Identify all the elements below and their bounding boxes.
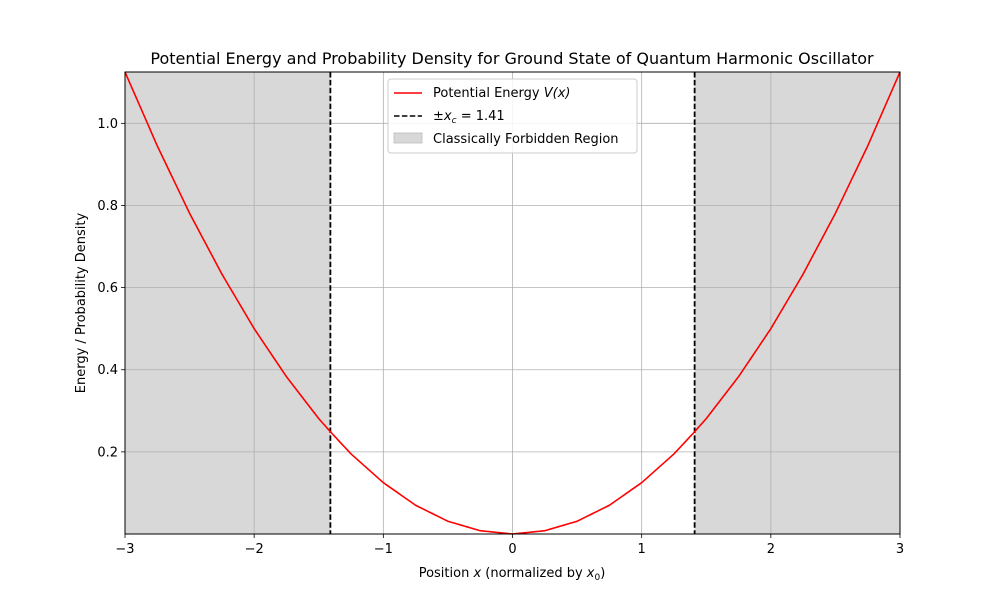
turning-point-lines-layer	[329, 72, 696, 534]
x-tick-label-3: 0	[508, 542, 516, 557]
legend-label-turning-sub: c	[452, 116, 457, 126]
x-axis-label-prefix: Position	[419, 566, 474, 581]
x-axis-label-suffix: )	[600, 566, 605, 581]
y-tick-label-2: 0.6	[97, 281, 118, 296]
x-axis-label: Position x (normalized by x0)	[419, 566, 606, 583]
y-axis-label: Energy / Probability Density	[74, 212, 89, 393]
legend-label-forbidden: Classically Forbidden Region	[433, 132, 619, 147]
legend-swatch-forbidden	[393, 132, 423, 144]
y-tick-label-3: 0.8	[97, 199, 118, 214]
y-tick-label-0: 0.2	[97, 445, 118, 460]
chart-title: Potential Energy and Probability Density…	[150, 49, 874, 68]
legend-label-potential-math: V(x)	[544, 86, 571, 101]
legend-box	[387, 78, 638, 154]
x-tick-label-4: 1	[638, 542, 646, 557]
x-tick-label-2: −1	[374, 542, 393, 557]
x-axis-label-sub-var: x	[586, 566, 595, 581]
legend-label-turning-prefix: ±	[433, 109, 444, 124]
legend: Potential Energy V(x) ±xc = 1.41 Classic…	[387, 78, 638, 154]
x-tick-label-0: −3	[115, 542, 134, 557]
y-tick-label-1: 0.4	[97, 363, 118, 378]
legend-label-turning-point: ±xc = 1.41	[433, 109, 505, 126]
x-axis-label-mid: (normalized by	[481, 566, 587, 581]
ticks-layer: −3 −2 −1 0 1 2 3 0.2 0.4 0.6 0.8 1.0	[97, 117, 904, 557]
legend-label-potential-prefix: Potential Energy	[433, 86, 544, 101]
legend-label-potential: Potential Energy V(x)	[433, 86, 570, 101]
x-axis-label-var: x	[472, 566, 481, 581]
x-tick-label-6: 3	[896, 542, 904, 557]
legend-label-turning-suffix: = 1.41	[457, 109, 505, 124]
x-tick-label-1: −2	[245, 542, 264, 557]
x-tick-label-5: 2	[767, 542, 775, 557]
y-tick-label-4: 1.0	[97, 117, 118, 132]
x-axis-label-sub: 0	[595, 573, 601, 583]
legend-label-turning-var: x	[443, 109, 452, 124]
